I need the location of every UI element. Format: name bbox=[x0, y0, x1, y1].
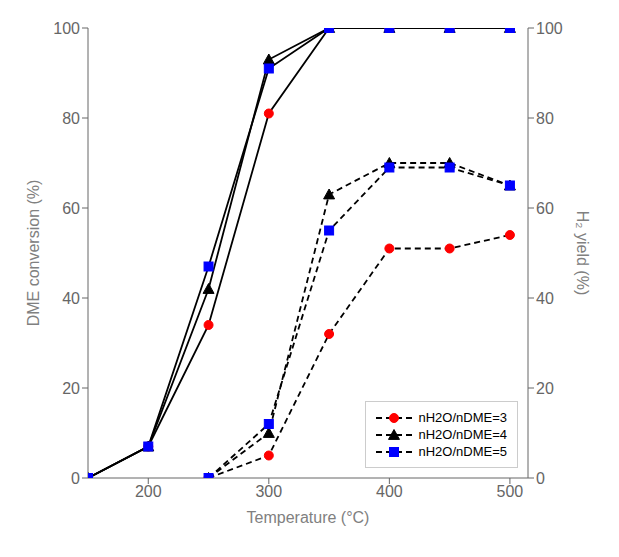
svg-text:20: 20 bbox=[62, 380, 80, 397]
svg-text:H₂ yield (%): H₂ yield (%) bbox=[574, 211, 591, 295]
svg-text:40: 40 bbox=[536, 290, 554, 307]
svg-text:500: 500 bbox=[497, 483, 524, 500]
svg-text:200: 200 bbox=[135, 483, 162, 500]
svg-text:100: 100 bbox=[53, 20, 80, 37]
svg-text:400: 400 bbox=[376, 483, 403, 500]
svg-text:80: 80 bbox=[536, 110, 554, 127]
svg-text:Temperature (°C): Temperature (°C) bbox=[247, 509, 370, 526]
svg-text:60: 60 bbox=[62, 200, 80, 217]
svg-text:20: 20 bbox=[536, 380, 554, 397]
svg-text:DME conversion (%): DME conversion (%) bbox=[25, 180, 42, 327]
svg-text:100: 100 bbox=[536, 20, 563, 37]
svg-text:60: 60 bbox=[536, 200, 554, 217]
svg-text:300: 300 bbox=[255, 483, 282, 500]
html-text:nH2O/nDME=4: nH2O/nDME=4 bbox=[418, 427, 507, 442]
html-text:nH2O/nDME=3: nH2O/nDME=3 bbox=[418, 410, 507, 425]
svg-text:0: 0 bbox=[536, 470, 545, 487]
svg-text:40: 40 bbox=[62, 290, 80, 307]
html-text:nH2O/nDME=5: nH2O/nDME=5 bbox=[418, 444, 507, 459]
svg-text:80: 80 bbox=[62, 110, 80, 127]
svg-text:0: 0 bbox=[71, 470, 80, 487]
